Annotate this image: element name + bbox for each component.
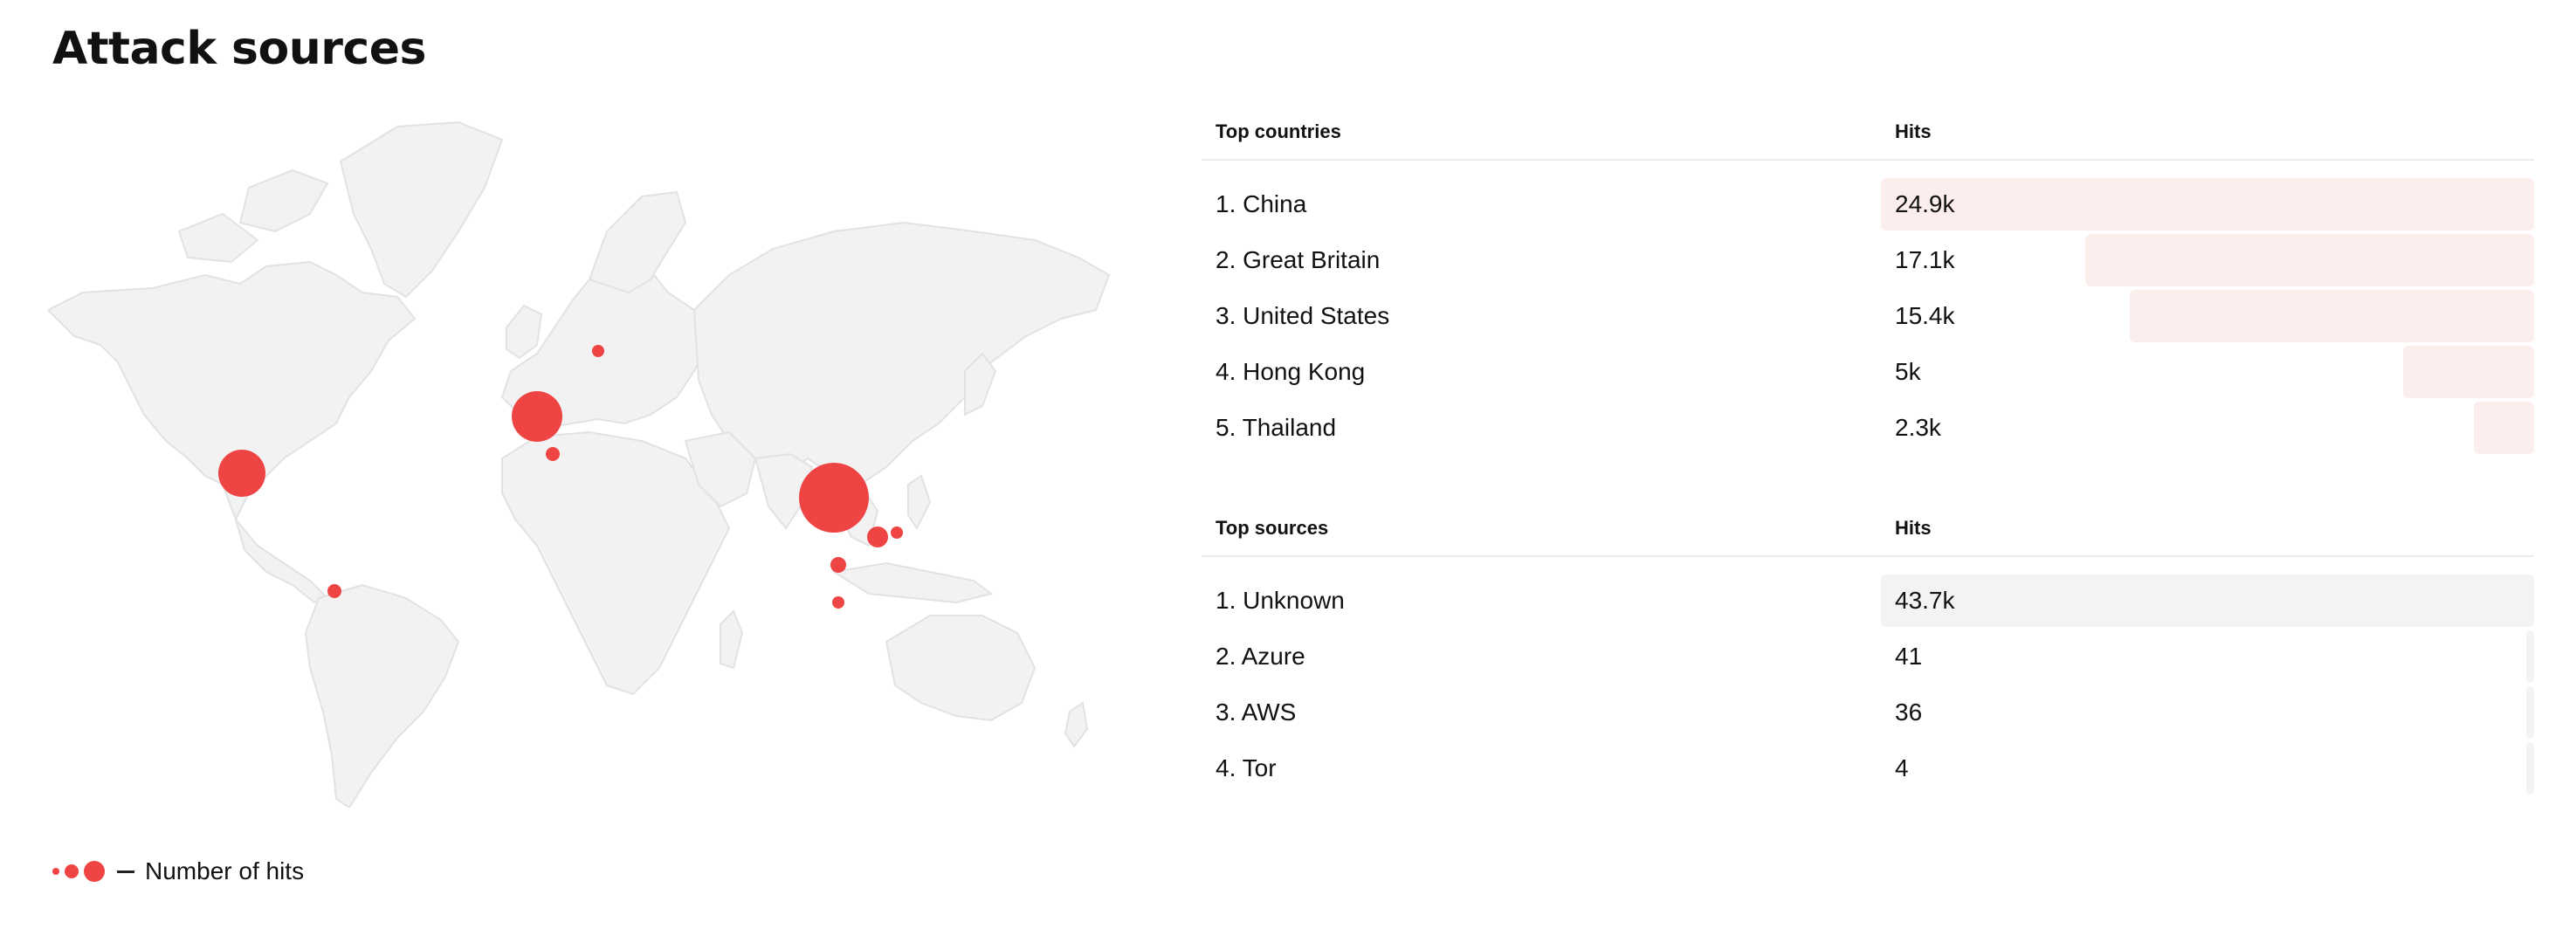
land-philippines xyxy=(907,474,932,530)
marker-great-britain[interactable] xyxy=(512,391,562,442)
marker-sweden[interactable] xyxy=(592,345,604,357)
source-row[interactable]: 3. AWS 36 xyxy=(1202,685,2534,740)
page-title: Attack sources xyxy=(52,23,426,75)
top-sources-header-name: Top sources xyxy=(1216,517,1329,539)
country-row[interactable]: 3. United States 15.4k xyxy=(1202,288,2534,344)
marker-france[interactable] xyxy=(546,447,560,461)
country-row-hits: 24.9k xyxy=(1895,190,1955,217)
country-row-hits-cell: 24.9k xyxy=(1881,178,2534,231)
country-row-label: 2. Great Britain xyxy=(1216,246,1381,273)
legend-dot-medium xyxy=(65,864,79,878)
land-greenland xyxy=(339,120,504,299)
top-countries-header-hits: Hits xyxy=(1895,120,1932,142)
land-uk xyxy=(506,304,543,360)
country-row-hits: 5k xyxy=(1895,358,1921,385)
country-row-hits: 17.1k xyxy=(1895,246,1955,273)
tables-panel: Top countries Hits 1. China 24.9k 2. Great… xyxy=(1202,105,2534,796)
land-central-america xyxy=(235,519,329,604)
source-row-hits: 43.7k xyxy=(1895,587,1955,614)
source-row-label: 3. AWS xyxy=(1216,698,1297,726)
source-row[interactable]: 1. Unknown 43.7k xyxy=(1202,573,2534,629)
country-row-hits: 2.3k xyxy=(1895,414,1941,441)
world-map xyxy=(48,109,1113,808)
top-countries-header-name: Top countries xyxy=(1216,120,1341,142)
marker-hong-kong[interactable] xyxy=(867,526,888,547)
land-asia xyxy=(692,221,1111,486)
land-japan xyxy=(964,352,997,416)
source-row-label: 4. Tor xyxy=(1216,754,1277,781)
country-row[interactable]: 1. China 24.9k xyxy=(1202,176,2534,232)
top-countries-table: Top countries Hits 1. China 24.9k 2. Great… xyxy=(1202,105,2534,456)
country-row-bar xyxy=(2473,402,2534,454)
top-sources-header-hits: Hits xyxy=(1895,517,1932,539)
legend-label: Number of hits xyxy=(145,857,305,884)
marker-united-states[interactable] xyxy=(218,450,265,497)
top-sources-header: Top sources Hits xyxy=(1202,501,2534,557)
country-row-label: 5. Thailand xyxy=(1216,414,1337,441)
marker-colombia[interactable] xyxy=(327,584,341,598)
source-row[interactable]: 2. Azure 41 xyxy=(1202,629,2534,685)
land-australia xyxy=(885,615,1037,722)
country-row-hits: 15.4k xyxy=(1895,302,1955,329)
source-row-bar xyxy=(2526,686,2534,739)
legend-dash xyxy=(117,870,134,873)
source-row-hits-cell: 41 xyxy=(1881,630,2534,683)
marker-singapore[interactable] xyxy=(832,596,844,609)
source-row-hits-cell: 43.7k xyxy=(1881,575,2534,627)
land-scandinavia xyxy=(588,190,687,294)
source-row-bar xyxy=(2526,630,2534,683)
country-row-bar xyxy=(2402,346,2534,398)
source-row-hits: 4 xyxy=(1895,754,1909,781)
land-north-america xyxy=(48,260,417,522)
country-row[interactable]: 2. Great Britain 17.1k xyxy=(1202,232,2534,288)
source-row-bar xyxy=(2526,742,2534,795)
marker-china[interactable] xyxy=(799,463,869,533)
country-row-bar xyxy=(2130,290,2534,342)
source-row-hits: 36 xyxy=(1895,698,1923,726)
legend-dot-small xyxy=(52,868,59,875)
top-countries-header: Top countries Hits xyxy=(1202,105,2534,161)
land-indonesia xyxy=(831,561,994,604)
source-row-label: 2. Azure xyxy=(1216,643,1305,670)
country-row-hits-cell: 17.1k xyxy=(1881,234,2534,286)
land-new-zealand xyxy=(1064,701,1089,748)
source-row[interactable]: 4. Tor 4 xyxy=(1202,740,2534,796)
land-south-america xyxy=(304,583,460,808)
top-sources-rows: 1. Unknown 43.7k 2. Azure 41 3. AWS 36 4. Tor 4 xyxy=(1202,557,2534,796)
marker-taiwan[interactable] xyxy=(891,526,903,539)
country-row[interactable]: 4. Hong Kong 5k xyxy=(1202,344,2534,400)
country-row-label: 3. United States xyxy=(1216,302,1390,329)
marker-thailand[interactable] xyxy=(830,557,846,573)
top-sources-table: Top sources Hits 1. Unknown 43.7k 2. Azure… xyxy=(1202,501,2534,796)
land-arctic-islands-2 xyxy=(177,212,259,264)
map-legend: Number of hits xyxy=(52,857,304,885)
land-africa xyxy=(501,430,731,696)
country-row[interactable]: 5. Thailand 2.3k xyxy=(1202,400,2534,456)
legend-dots xyxy=(52,861,105,882)
top-countries-rows: 1. China 24.9k 2. Great Britain 17.1k 3. Uni… xyxy=(1202,161,2534,456)
source-row-hits-cell: 36 xyxy=(1881,686,2534,739)
country-row-label: 1. China xyxy=(1216,190,1307,217)
land-arctic-islands xyxy=(238,169,329,233)
country-row-label: 4. Hong Kong xyxy=(1216,358,1366,385)
legend-dot-large xyxy=(84,861,105,882)
land-arabia xyxy=(684,430,757,508)
country-row-hits-cell: 5k xyxy=(1881,346,2534,398)
source-row-hits: 41 xyxy=(1895,643,1923,670)
country-row-hits-cell: 2.3k xyxy=(1881,402,2534,454)
source-row-bar xyxy=(1881,575,2534,627)
source-row-label: 1. Unknown xyxy=(1216,587,1345,614)
world-map-svg xyxy=(48,120,1111,808)
country-row-bar xyxy=(2085,234,2534,286)
source-row-hits-cell: 4 xyxy=(1881,742,2534,795)
land-madagascar xyxy=(720,609,744,670)
country-row-hits-cell: 15.4k xyxy=(1881,290,2534,342)
country-row-bar xyxy=(1881,178,2534,231)
